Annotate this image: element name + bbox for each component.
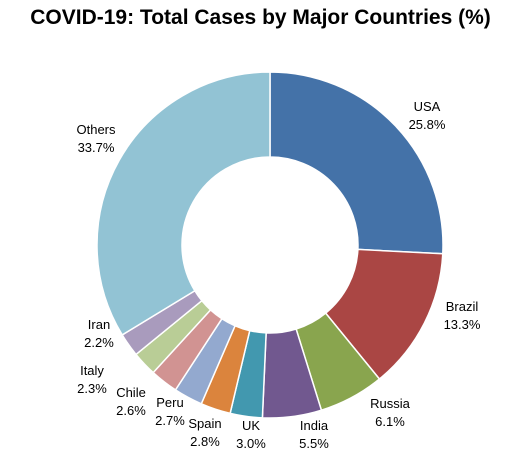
slice-value-iran: 2.2% xyxy=(84,335,114,350)
slice-name-uk: UK xyxy=(242,418,260,433)
chart-title: COVID-19: Total Cases by Major Countries… xyxy=(30,6,491,29)
slice-value-brazil: 13.3% xyxy=(444,317,481,332)
labels-group: USA 25.8% Brazil 13.3% Russia 6.1% India 5.5% UK… xyxy=(76,99,480,451)
slice-value-uk: 3.0% xyxy=(236,436,266,451)
slice-name-others: Others xyxy=(76,122,116,137)
slices-group xyxy=(96,71,444,419)
slice-name-chile: Chile xyxy=(116,385,146,400)
slice-value-others: 33.7% xyxy=(78,140,115,155)
slice-label-spain: Spain 2.8% xyxy=(188,416,221,449)
slice-value-spain: 2.8% xyxy=(190,434,220,449)
slice-name-usa: USA xyxy=(414,99,441,114)
slice-others xyxy=(96,71,271,336)
slice-value-india: 5.5% xyxy=(299,436,329,451)
slice-value-chile: 2.6% xyxy=(116,403,146,418)
slice-name-india: India xyxy=(300,418,329,433)
slice-name-italy: Italy xyxy=(80,363,104,378)
slice-value-usa: 25.8% xyxy=(409,117,446,132)
slice-label-italy: Italy 2.3% xyxy=(77,363,107,396)
slice-name-iran: Iran xyxy=(88,317,110,332)
slice-label-india: India 5.5% xyxy=(299,418,329,451)
slice-label-peru: Peru 2.7% xyxy=(155,395,185,428)
slice-label-others: Others 33.7% xyxy=(76,122,116,155)
slice-label-iran: Iran 2.2% xyxy=(84,317,114,350)
slice-value-russia: 6.1% xyxy=(375,414,405,429)
slice-name-brazil: Brazil xyxy=(446,299,479,314)
slice-usa xyxy=(269,71,444,255)
slice-label-uk: UK 3.0% xyxy=(236,418,266,451)
slice-value-peru: 2.7% xyxy=(155,413,185,428)
slice-label-usa: USA 25.8% xyxy=(409,99,446,132)
slice-label-chile: Chile 2.6% xyxy=(116,385,146,418)
slice-name-peru: Peru xyxy=(156,395,183,410)
slice-name-spain: Spain xyxy=(188,416,221,431)
slice-label-russia: Russia 6.1% xyxy=(370,396,411,429)
slice-value-italy: 2.3% xyxy=(77,381,107,396)
slice-name-russia: Russia xyxy=(370,396,411,411)
slice-label-brazil: Brazil 13.3% xyxy=(444,299,481,332)
